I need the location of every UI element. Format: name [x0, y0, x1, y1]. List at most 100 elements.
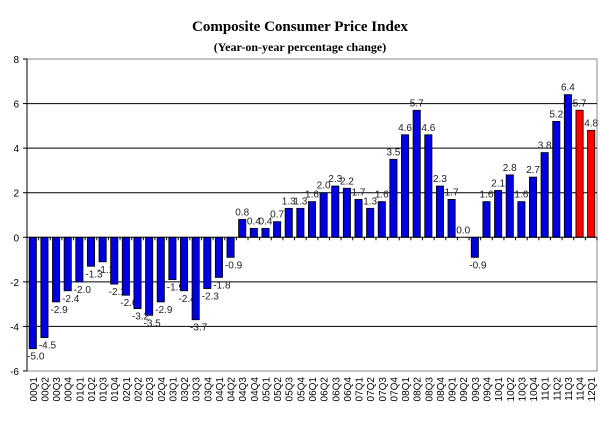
- data-label: 2.2: [340, 176, 354, 187]
- bar: [540, 152, 549, 238]
- bar: [121, 236, 130, 296]
- x-tick-label: 04Q2: [227, 377, 238, 402]
- x-tick-label: 03Q3: [192, 377, 203, 402]
- data-label: -3.5: [144, 318, 162, 329]
- data-label: 0.7: [270, 210, 284, 221]
- x-tick-label: 06Q1: [308, 377, 319, 402]
- x-tick-label: 09Q4: [482, 377, 493, 402]
- y-tick-label: -6: [10, 367, 19, 378]
- data-label: 4.6: [421, 123, 435, 134]
- bar: [505, 174, 514, 238]
- bar: [226, 236, 235, 258]
- chart-subtitle: (Year-on-year percentage change): [213, 40, 387, 54]
- data-label: -1.3: [85, 269, 103, 280]
- bar: [63, 236, 72, 292]
- data-label: 0.4: [259, 216, 273, 227]
- y-tick-label: 0: [13, 233, 19, 244]
- x-tick-label: 10Q1: [494, 377, 505, 402]
- bar: [214, 236, 223, 278]
- x-tick-label: 05Q4: [296, 377, 307, 402]
- data-label: 1.3: [282, 196, 296, 207]
- data-label: 2.7: [526, 165, 540, 176]
- data-label: -0.9: [225, 260, 243, 271]
- x-tick-label: 05Q1: [261, 377, 272, 402]
- data-label: 1.6: [480, 190, 494, 201]
- x-tick-label: 07Q2: [366, 377, 377, 402]
- bar: [238, 219, 247, 238]
- bar: [447, 198, 456, 238]
- data-label: 2.3: [433, 174, 447, 185]
- data-label: 5.7: [573, 98, 587, 109]
- x-tick-label: 11Q1: [541, 377, 552, 401]
- data-label: -4.5: [39, 341, 57, 352]
- x-tick-label: 07Q1: [355, 377, 366, 402]
- bar: [552, 121, 561, 238]
- x-tick-label: 01Q2: [87, 377, 98, 402]
- x-tick-label: 08Q1: [401, 377, 412, 402]
- bar: [273, 221, 282, 238]
- bar: [98, 236, 107, 263]
- x-tick-label: 02Q3: [145, 377, 156, 402]
- bar: [424, 134, 433, 238]
- y-tick-label: 6: [13, 100, 19, 111]
- bar: [261, 227, 270, 238]
- bar: [203, 236, 212, 289]
- data-label: 2.0: [317, 181, 331, 192]
- x-tick-label: 08Q3: [424, 377, 435, 402]
- x-tick-label: 00Q1: [29, 377, 40, 402]
- x-tick-label: 11Q2: [552, 377, 563, 401]
- bar: [319, 192, 328, 238]
- bar: [563, 94, 572, 238]
- x-tick-label: 05Q3: [285, 377, 296, 402]
- bar: [482, 201, 491, 238]
- bar: [331, 185, 340, 238]
- x-tick-label: 08Q2: [413, 377, 424, 402]
- bar: [86, 236, 95, 267]
- data-label: 0.4: [247, 216, 261, 227]
- data-label: 1.3: [363, 196, 377, 207]
- bar: [52, 236, 61, 303]
- data-label: 1.3: [293, 196, 307, 207]
- data-label: 4.8: [584, 118, 598, 129]
- data-label: -2.1: [109, 287, 127, 298]
- data-label: -3.7: [190, 323, 208, 334]
- data-label: 5.7: [410, 98, 424, 109]
- x-tick-label: 00Q2: [40, 377, 51, 402]
- bar: [110, 236, 119, 285]
- bar: [412, 109, 421, 238]
- x-tick-label: 09Q3: [471, 377, 482, 402]
- x-tick-label: 02Q1: [122, 377, 133, 402]
- x-tick-label: 04Q4: [250, 377, 261, 402]
- x-tick-label: 12Q1: [587, 377, 598, 402]
- bar: [470, 236, 479, 258]
- x-tick-label: 00Q4: [64, 377, 75, 402]
- x-tick-label: 10Q4: [529, 377, 540, 402]
- bar: [307, 201, 317, 238]
- x-tick-label: 01Q1: [75, 377, 86, 402]
- data-label: -1.8: [213, 280, 231, 291]
- x-tick-label: 07Q3: [378, 377, 389, 402]
- x-tick-label: 06Q4: [343, 377, 354, 402]
- bar: [156, 236, 165, 303]
- data-label: 1.7: [352, 187, 366, 198]
- x-tick-label: 03Q2: [180, 377, 191, 402]
- data-label: -1.9: [167, 283, 185, 294]
- x-tick-label: 03Q4: [203, 377, 214, 402]
- bar: [145, 236, 154, 316]
- x-tick-label: 01Q3: [99, 377, 110, 402]
- data-label: 6.4: [561, 83, 575, 94]
- bar: [75, 236, 84, 283]
- data-label: -3.2: [132, 312, 150, 323]
- data-label: -2.9: [50, 305, 68, 316]
- data-label: -0.9: [469, 260, 487, 271]
- bar: [296, 207, 305, 238]
- data-label: 3.8: [538, 141, 552, 152]
- x-tick-label: 10Q2: [506, 377, 517, 402]
- data-label: -2.3: [202, 292, 220, 303]
- data-label: 1.6: [514, 190, 528, 201]
- bar: [575, 109, 584, 238]
- chart-title: Composite Consumer Price Index: [192, 19, 408, 35]
- bar: [28, 236, 37, 350]
- data-label: 2.8: [503, 163, 517, 174]
